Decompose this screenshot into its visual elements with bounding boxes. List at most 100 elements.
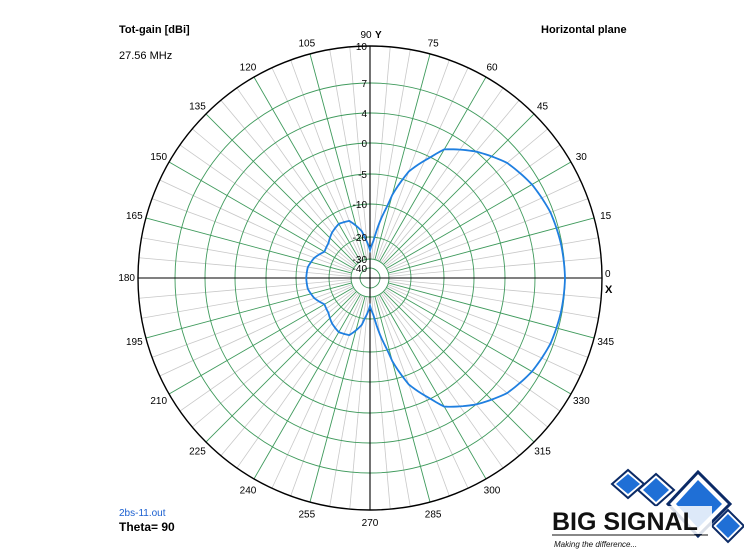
minor-spoke	[138, 257, 352, 277]
minor-spoke	[159, 285, 353, 377]
gain-data-point	[531, 183, 533, 186]
major-spoke	[145, 217, 352, 274]
major-spoke	[386, 287, 572, 395]
angle-tick-label: 30	[576, 152, 588, 163]
minor-spoke	[380, 87, 504, 263]
gain-data-point	[366, 240, 368, 243]
gain-data-point	[379, 334, 381, 336]
gain-data-point	[327, 242, 330, 244]
gain-data-point	[327, 312, 330, 314]
major-spoke	[374, 296, 431, 503]
logo-tagline: Making the difference...	[554, 540, 637, 549]
minor-spoke	[377, 67, 469, 261]
gain-data-point	[323, 303, 326, 305]
plane-label: Horizontal plane	[541, 24, 627, 36]
major-spoke	[205, 113, 357, 265]
major-spoke	[388, 217, 595, 274]
minor-spoke	[220, 100, 359, 264]
major-spoke	[386, 161, 572, 269]
minor-spoke	[377, 295, 469, 489]
minor-spoke	[371, 296, 391, 510]
major-spoke	[145, 282, 352, 339]
angle-tick-label: 90	[360, 30, 372, 41]
angle-tick-label: 210	[150, 396, 167, 407]
big-signal-logo: BIG SIGNAL Making the difference...	[548, 468, 744, 549]
radial-tick-label: 0	[361, 139, 367, 150]
major-spoke	[309, 296, 366, 503]
gain-data-point	[531, 370, 533, 373]
gain-data-point	[372, 313, 374, 316]
gain-data-point	[443, 148, 445, 150]
minor-spoke	[388, 280, 599, 319]
radial-tick-label: -20	[353, 233, 368, 244]
angle-tick-label: 240	[240, 485, 257, 496]
minor-spoke	[271, 67, 363, 261]
y-axis-label: Y	[375, 30, 382, 41]
gain-data-point	[366, 313, 368, 316]
gain-pattern-series	[305, 148, 566, 408]
angle-tick-label: 345	[597, 337, 614, 348]
angle-tick-label: 135	[189, 101, 206, 112]
minor-spoke	[371, 46, 391, 260]
minor-spoke	[384, 128, 548, 267]
angle-tick-label: 0	[605, 269, 611, 280]
major-spoke	[383, 113, 535, 265]
major-spoke	[379, 76, 487, 262]
minor-spoke	[381, 100, 520, 264]
minor-spoke	[141, 280, 352, 319]
gain-data-point	[549, 343, 552, 345]
minor-spoke	[159, 179, 353, 271]
gain-data-point	[348, 334, 350, 336]
gain-data-point	[369, 249, 371, 251]
angle-tick-label: 255	[299, 510, 316, 521]
minor-spoke	[329, 49, 368, 260]
x-axis-label: X	[605, 284, 613, 296]
gain-data-point	[475, 403, 477, 405]
major-spoke	[309, 53, 366, 260]
gain-data-point	[475, 151, 477, 153]
minor-spoke	[151, 198, 353, 272]
gain-data-point	[560, 243, 562, 245]
minor-spoke	[141, 237, 352, 276]
major-spoke	[388, 282, 595, 339]
minor-spoke	[290, 295, 364, 497]
minor-spoke	[138, 279, 352, 299]
minor-spoke	[385, 288, 561, 412]
gain-data-point	[379, 220, 381, 222]
major-spoke	[205, 291, 357, 443]
gain-data-point	[348, 220, 350, 222]
minor-spoke	[381, 292, 520, 456]
minor-spoke	[236, 293, 360, 469]
angle-tick-label: 330	[573, 396, 590, 407]
gain-data-point	[506, 162, 508, 164]
radial-tick-label: 4	[361, 109, 367, 120]
gain-data-point	[338, 331, 340, 333]
angle-tick-label: 105	[299, 38, 316, 49]
angle-tick-label: 285	[425, 510, 442, 521]
gain-data-point	[506, 392, 508, 394]
major-spoke	[374, 53, 431, 260]
polar-grid	[137, 45, 603, 511]
file-name-link[interactable]: 2bs-11.out	[119, 508, 166, 519]
gain-data-point	[331, 232, 333, 234]
minor-spoke	[236, 87, 360, 263]
gain-data-point	[361, 324, 363, 326]
angle-tick-label: 120	[240, 63, 257, 74]
minor-spoke	[387, 284, 589, 358]
minor-spoke	[349, 296, 369, 510]
gain-data-point	[369, 305, 371, 307]
minor-spoke	[387, 179, 581, 271]
major-spoke	[253, 76, 361, 262]
gain-data-point	[331, 322, 333, 324]
gain-data-point	[307, 288, 309, 290]
angle-tick-label: 15	[600, 211, 612, 222]
angle-tick-label: 300	[484, 485, 501, 496]
gain-data-point	[313, 297, 316, 299]
gain-data-point	[323, 251, 326, 253]
gain-data-point	[307, 266, 309, 268]
angle-tick-label: 165	[126, 211, 143, 222]
radial-tick-label: 10	[356, 42, 368, 53]
major-spoke	[253, 294, 361, 480]
tick-labels: 0 15 30 45 60 75 90 105 120 135 150 165 180 195 210 225…	[118, 30, 614, 529]
minor-spoke	[376, 59, 450, 261]
